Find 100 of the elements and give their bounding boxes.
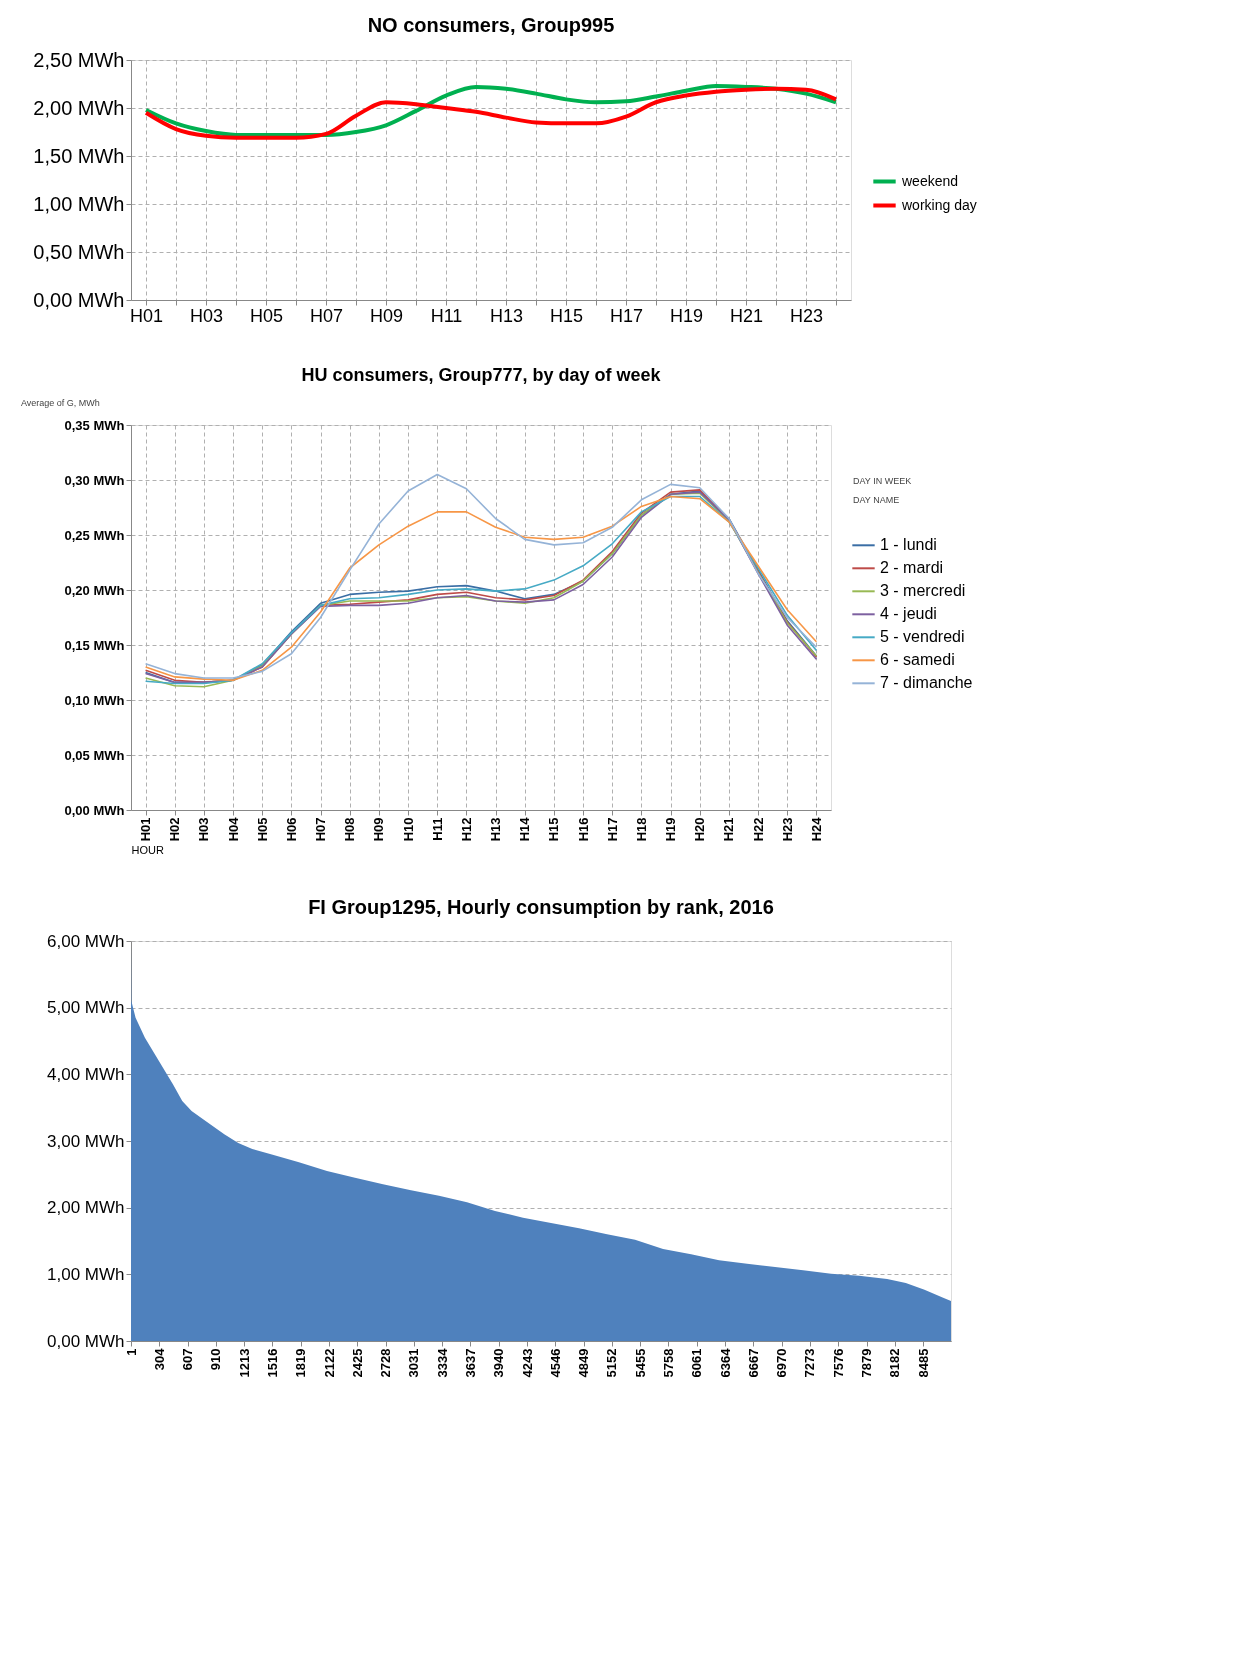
y-tick-label: 1,00 MWh (47, 1264, 125, 1284)
legend-label: weekend (901, 172, 959, 189)
x-tick-label: H01 (129, 305, 164, 326)
y-tick-label: 3,00 MWh (47, 1131, 125, 1151)
y-tick-label: 1,00 MWh (33, 192, 125, 215)
x-tick-label: 3637 (462, 1348, 478, 1378)
x-tick-label: 5152 (604, 1348, 620, 1378)
y-tick-label: 2,00 MWh (47, 1198, 125, 1218)
y-tick-label: 6,00 MWh (47, 931, 125, 951)
legend-label: working day (901, 196, 977, 213)
x-tick-label: 1819 (293, 1348, 309, 1378)
legend-label: 5 - vendredi (880, 628, 965, 646)
x-tick-label: H19 (669, 305, 704, 326)
y-tick-label: 4,00 MWh (47, 1064, 125, 1084)
text: DAY NAME (853, 494, 900, 505)
x-tick-label: 910 (208, 1348, 224, 1371)
x-tick-label: 6667 (745, 1348, 761, 1378)
x-tick-label: 3334 (434, 1347, 450, 1378)
x-tick-label: H24 (808, 816, 824, 842)
x-tick-label: H20 (692, 817, 708, 842)
y-tick-label: 0,30 MWh (64, 472, 125, 488)
x-tick-label: 2425 (349, 1348, 365, 1378)
x-tick-label: H03 (189, 305, 224, 326)
x-tick-label: H21 (721, 817, 737, 842)
x-tick-label: H09 (369, 305, 404, 326)
x-tick-label: H21 (729, 305, 764, 326)
x-tick-label: H02 (167, 817, 183, 842)
x-tick-label: H01 (138, 817, 154, 842)
legend-label: 2 - mardi (880, 559, 944, 577)
y-tick-label: 5,00 MWh (47, 998, 125, 1018)
x-tick-label: H03 (196, 817, 212, 842)
x-tick-label: H15 (546, 817, 562, 842)
x-tick-label: H15 (549, 305, 584, 326)
x-tick-label: H12 (458, 817, 474, 842)
legend-label: 4 - jeudi (880, 605, 937, 623)
y-tick-label: 0,15 MWh (64, 637, 125, 653)
x-tick-label: H08 (342, 817, 358, 842)
x-tick-label: 607 (180, 1348, 196, 1371)
y-tick-label: 0,05 MWh (64, 747, 125, 763)
y-tick-label: 0,00 MWh (33, 288, 125, 311)
x-tick-label: H10 (400, 817, 416, 842)
chart-title: FI Group1295, Hourly consumption by rank, 2016 (308, 896, 774, 918)
x-tick-label: H23 (779, 817, 795, 842)
x-tick-label: 8182 (887, 1348, 903, 1378)
y-tick-label: 2,00 MWh (33, 96, 125, 119)
x-tick-label: H17 (609, 305, 644, 326)
x-axis-title: HOUR (131, 844, 164, 857)
x-tick-label: H13 (488, 817, 504, 842)
x-tick-label: H06 (283, 817, 299, 842)
x-tick-label: 1 (123, 1348, 139, 1356)
x-tick-label: H14 (517, 816, 533, 842)
x-tick-label: 5455 (632, 1348, 648, 1378)
legend-label: 3 - mercredi (880, 582, 966, 600)
y-tick-label: 1,50 MWh (33, 144, 125, 167)
chart-title: NO consumers, Group995 (367, 14, 615, 36)
x-tick-label: 304 (151, 1347, 167, 1371)
x-tick-label: 8485 (915, 1348, 931, 1378)
x-tick-label: H09 (371, 817, 387, 842)
x-tick-label: 6970 (774, 1348, 790, 1378)
x-tick-label: 4546 (547, 1348, 563, 1378)
x-tick-label: H16 (575, 817, 591, 842)
legend-label: 1 - lundi (880, 536, 937, 554)
x-tick-label: H04 (225, 816, 241, 842)
x-tick-label: H13 (489, 305, 524, 326)
x-tick-label: 7273 (802, 1348, 818, 1378)
x-tick-label: H23 (789, 305, 824, 326)
x-tick-label: H05 (249, 305, 284, 326)
y-tick-label: 2,50 MWh (33, 48, 125, 71)
x-tick-label: 2728 (378, 1348, 394, 1378)
text: DAY IN WEEK (853, 475, 912, 486)
y-tick-label: 0,50 MWh (33, 240, 125, 263)
x-tick-label: 1213 (236, 1348, 252, 1378)
x-tick-label: 3940 (491, 1348, 507, 1378)
x-tick-label: H19 (663, 817, 679, 842)
y-tick-label: 0,35 MWh (64, 417, 125, 433)
x-tick-label: 5758 (660, 1348, 676, 1378)
y-tick-label: 0,10 MWh (64, 692, 125, 708)
x-tick-label: 4849 (576, 1348, 592, 1378)
x-tick-label: 7576 (830, 1348, 846, 1378)
x-tick-label: H11 (429, 817, 445, 841)
text: Average of G, MWh (21, 398, 100, 408)
legend-label: 6 - samedi (880, 651, 955, 669)
x-tick-label: H18 (633, 817, 649, 842)
x-tick-label: H11 (430, 305, 463, 326)
x-tick-label: 7879 (859, 1348, 875, 1378)
y-tick-label: 0,00 MWh (64, 802, 125, 818)
x-tick-label: H17 (604, 817, 620, 842)
x-tick-label: 3031 (406, 1348, 422, 1378)
y-tick-label: 0,20 MWh (64, 582, 125, 598)
x-tick-label: 6061 (689, 1348, 705, 1378)
x-tick-label: H22 (750, 817, 766, 842)
y-tick-label: 0,25 MWh (64, 527, 125, 543)
chart-title: HU consumers, Group777, by day of week (301, 365, 662, 385)
x-tick-label: 1516 (264, 1348, 280, 1378)
x-tick-label: H07 (309, 305, 344, 326)
y-tick-label: 0,00 MWh (47, 1331, 125, 1351)
x-tick-label: 6364 (717, 1347, 733, 1378)
x-tick-label: H05 (254, 817, 270, 842)
legend-label: 7 - dimanche (880, 674, 973, 692)
x-tick-label: 2122 (321, 1348, 337, 1378)
